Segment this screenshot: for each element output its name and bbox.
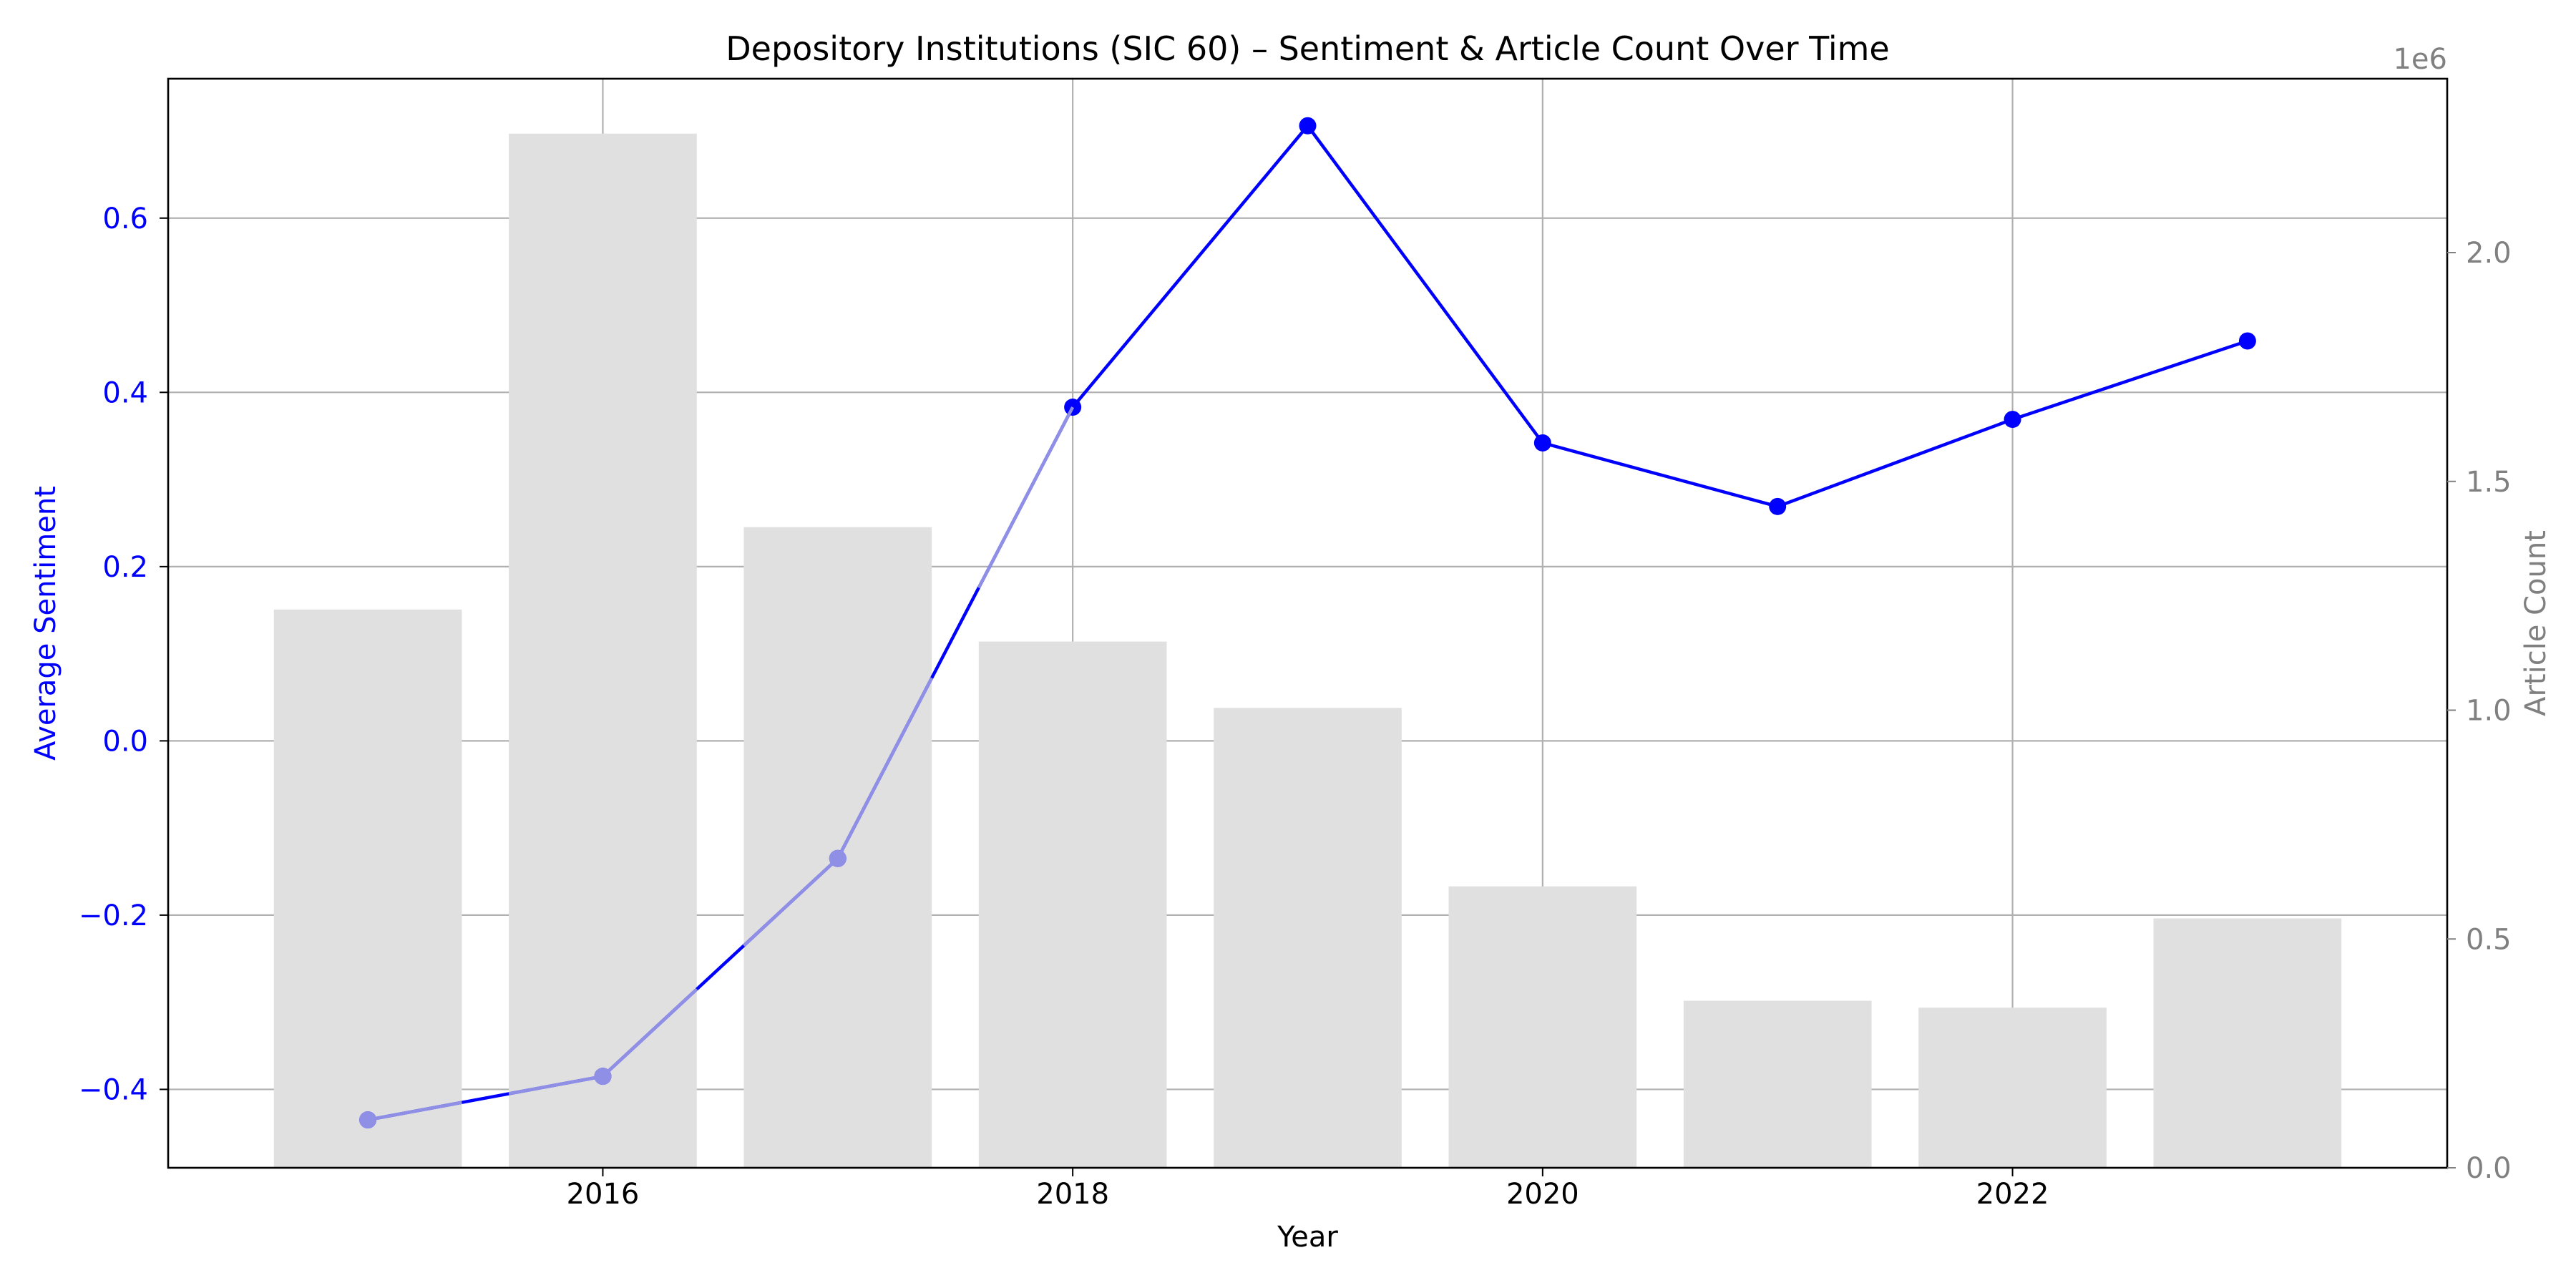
sentiment-line-overlay (359, 406, 1075, 1129)
bar-2023 (2153, 918, 2342, 1168)
sentiment-point-faded-2015 (359, 1111, 377, 1129)
left-y-tick-label: −0.4 (79, 1073, 148, 1106)
plot-frame (167, 77, 2449, 1169)
bar-2017 (743, 527, 932, 1168)
left-y-tick-label: −0.2 (79, 899, 148, 932)
bar-2016 (509, 133, 697, 1168)
axis-ticks: 2016 2018 2020 2022 −0.4 −0.2 0.0 0.2 0.4 0.6 0.0 0… (79, 203, 2512, 1211)
x-tick-label: 2018 (1036, 1178, 1109, 1211)
sentiment-line-faded-segment (977, 406, 1075, 589)
sentiment-point-2023 (2238, 332, 2256, 350)
bar-2021 (1683, 1000, 1872, 1168)
sentiment-point-2020 (1533, 434, 1551, 452)
right-y-tick-label: 1.0 (2466, 695, 2512, 728)
x-tick-label: 2020 (1506, 1178, 1579, 1211)
right-y-tick-label: 2.0 (2466, 237, 2512, 270)
x-axis-label: Year (1277, 1221, 1338, 1254)
bar-2019 (1214, 708, 1402, 1168)
article-count-bars (273, 133, 2342, 1168)
sentiment-line-faded-segment (508, 1074, 603, 1096)
sentiment-point-faded-2017 (829, 849, 847, 867)
x-tick-label: 2016 (567, 1178, 640, 1211)
sentiment-point-2021 (1769, 497, 1787, 515)
chart-title: Depository Institutions (SIC 60) – Senti… (726, 29, 1889, 68)
left-y-axis-label: Average Sentiment (29, 486, 62, 761)
bar-2018 (978, 641, 1167, 1168)
x-tick-label: 2022 (1976, 1178, 2049, 1211)
right-y-tick-label: 1.5 (2466, 466, 2512, 499)
sentiment-point-2019 (1299, 117, 1317, 135)
right-y-tick-label: 0.5 (2466, 923, 2512, 956)
right-y-axis-label: Article Count (2519, 530, 2552, 716)
right-y-tick-label: 0.0 (2466, 1152, 2512, 1185)
left-y-tick-label: 0.2 (102, 551, 148, 584)
sentiment-line-faded-segment (367, 1101, 462, 1122)
sentiment-point-2022 (2004, 411, 2021, 429)
sentiment-point-faded-2016 (594, 1068, 612, 1085)
bar-2015 (273, 609, 462, 1168)
right-axis-offset-label: 1e6 (2393, 43, 2447, 76)
bar-2022 (1918, 1008, 2107, 1168)
left-y-tick-label: 0.4 (102, 376, 148, 409)
bar-2020 (1448, 886, 1637, 1168)
sentiment-line-faded-segment (836, 677, 934, 859)
sentiment-line-faded-segment (742, 857, 839, 947)
left-y-tick-label: 0.6 (102, 203, 148, 235)
sentiment-line-faded-segment (601, 987, 698, 1078)
left-y-tick-label: 0.0 (102, 725, 148, 758)
